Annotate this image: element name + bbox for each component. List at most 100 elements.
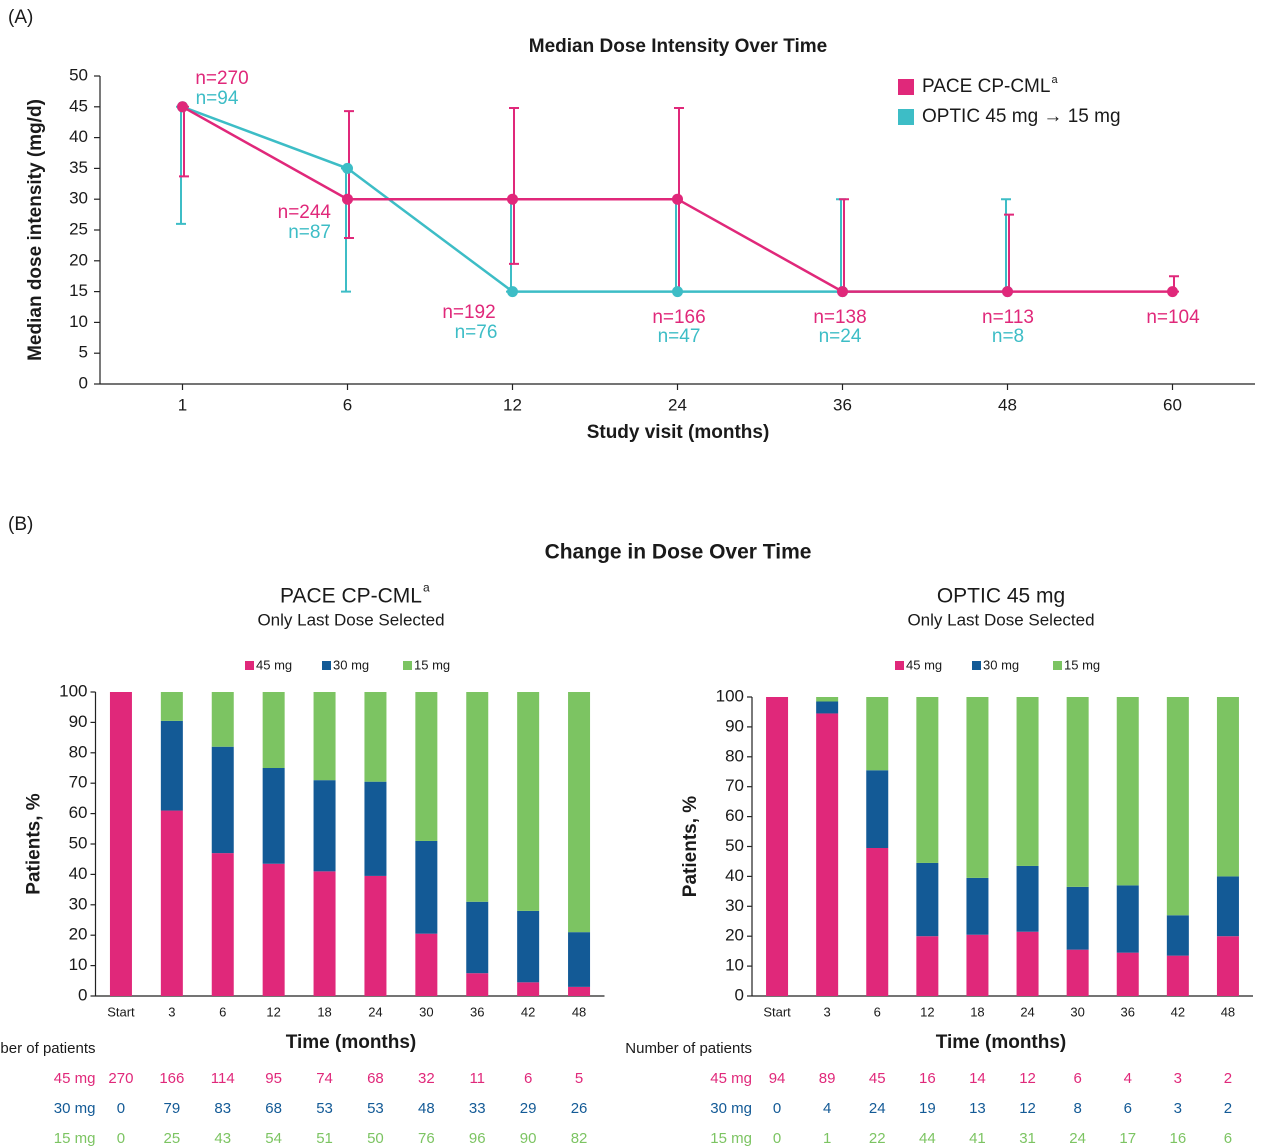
table-cell: 89 xyxy=(819,1070,836,1087)
table-cell: 50 xyxy=(367,1130,384,1147)
superscript: a xyxy=(423,581,430,595)
table-row-label: 15 mg xyxy=(710,1130,752,1147)
x-tick-label: 18 xyxy=(970,1004,984,1019)
x-tick-label: 3 xyxy=(824,1004,831,1019)
bar-segment xyxy=(966,934,989,996)
point xyxy=(342,162,353,174)
table-cell: 2 xyxy=(1224,1100,1232,1117)
table-title: Number of patients xyxy=(0,1040,96,1057)
table-cell: 270 xyxy=(108,1070,133,1087)
y-tick-label: 40 xyxy=(69,127,88,146)
table-cell: 54 xyxy=(265,1130,282,1147)
table-cell: 166 xyxy=(159,1070,184,1087)
y-tick-label: 15 xyxy=(69,281,88,300)
bar-segment xyxy=(466,692,489,902)
bar-segment xyxy=(517,910,540,983)
bar-segment xyxy=(1066,949,1089,996)
bar-segment xyxy=(262,692,285,768)
legend-swatch xyxy=(898,79,914,95)
bar-segment xyxy=(415,692,438,841)
table-cell: 68 xyxy=(367,1070,384,1087)
chart-title: Median Dose Intensity Over Time xyxy=(529,36,827,57)
n-label: n=138 xyxy=(813,307,866,328)
y-tick-label: 0 xyxy=(735,985,744,1004)
table-cell: 3 xyxy=(1174,1100,1182,1117)
n-label: n=24 xyxy=(819,326,862,347)
x-tick-label: Start xyxy=(107,1004,135,1019)
table-cell: 19 xyxy=(919,1100,936,1117)
table-cell: 51 xyxy=(316,1130,333,1147)
table-cell: 53 xyxy=(316,1100,333,1117)
x-tick-label: 12 xyxy=(266,1004,280,1019)
y-tick-label: 100 xyxy=(716,686,744,705)
y-tick-label: 35 xyxy=(69,158,88,177)
y-tick-label: 25 xyxy=(69,219,88,238)
bar-segment xyxy=(364,875,387,996)
point xyxy=(1167,286,1178,298)
bar-segment xyxy=(160,810,183,996)
x-tick-label: 6 xyxy=(874,1004,881,1019)
bar-segment xyxy=(262,863,285,996)
x-tick-label: 24 xyxy=(368,1004,382,1019)
table-cell: 0 xyxy=(117,1100,125,1117)
point xyxy=(177,101,188,113)
table-row-label: 30 mg xyxy=(710,1100,752,1117)
x-axis-title: Study visit (months) xyxy=(587,422,770,443)
bar-segment xyxy=(160,692,183,721)
y-tick-label: 20 xyxy=(725,926,744,945)
legend-label: 30 mg xyxy=(983,657,1019,672)
table-cell: 24 xyxy=(869,1100,886,1117)
bar-segment xyxy=(568,932,591,987)
n-label: n=192 xyxy=(442,302,495,323)
bar-segment xyxy=(211,692,234,747)
x-tick-label: 42 xyxy=(521,1004,535,1019)
y-tick-label: 40 xyxy=(725,866,744,885)
n-label: n=113 xyxy=(982,307,1034,328)
point xyxy=(672,193,683,205)
bar-segment xyxy=(1066,886,1089,950)
x-tick-label: 3 xyxy=(168,1004,175,1019)
table-cell: 32 xyxy=(418,1070,435,1087)
bar-segment xyxy=(1116,952,1139,996)
bar-segment xyxy=(466,973,489,996)
table-cell: 0 xyxy=(773,1130,781,1147)
bar-segment xyxy=(262,768,285,864)
y-tick-label: 70 xyxy=(725,776,744,795)
table-cell: 5 xyxy=(575,1070,583,1087)
n-label: n=270 xyxy=(195,68,248,89)
table-cell: 8 xyxy=(1073,1100,1081,1117)
n-label: n=244 xyxy=(278,202,332,223)
y-tick-label: 40 xyxy=(69,864,88,883)
legend-label: 15 mg xyxy=(414,657,450,672)
x-tick-label: 48 xyxy=(572,1004,586,1019)
table-cell: 33 xyxy=(469,1100,486,1117)
y-tick-label: 10 xyxy=(725,956,744,975)
legend-label: 15 mg xyxy=(1064,657,1100,672)
table-cell: 13 xyxy=(969,1100,986,1117)
table-row-label: 45 mg xyxy=(710,1070,752,1087)
bar-segment xyxy=(916,936,939,996)
table-cell: 79 xyxy=(164,1100,181,1117)
legend-swatch xyxy=(972,661,981,670)
x-tick-label: 36 xyxy=(833,395,852,414)
y-tick-label: 60 xyxy=(725,806,744,825)
table-cell: 2 xyxy=(1224,1070,1232,1087)
table-cell: 74 xyxy=(316,1070,333,1087)
bar-segment xyxy=(1016,931,1039,996)
x-tick-label: 48 xyxy=(1221,1004,1235,1019)
n-label: n=94 xyxy=(196,88,239,109)
bar-segment xyxy=(966,877,989,935)
table-cell: 6 xyxy=(1124,1100,1132,1117)
bar-segment xyxy=(1016,697,1039,866)
bar-segment xyxy=(816,713,839,996)
table-cell: 24 xyxy=(1069,1130,1086,1147)
x-tick-label: 6 xyxy=(219,1004,226,1019)
panel-title: Change in Dose Over Time xyxy=(545,541,812,564)
y-axis-title: Patients, % xyxy=(680,796,701,897)
bar-segment xyxy=(816,701,839,714)
bar-segment xyxy=(313,780,336,872)
legend-label: 45 mg xyxy=(906,657,942,672)
table-cell: 68 xyxy=(265,1100,282,1117)
bar-segment xyxy=(1016,865,1039,932)
x-tick-label: 12 xyxy=(920,1004,934,1019)
